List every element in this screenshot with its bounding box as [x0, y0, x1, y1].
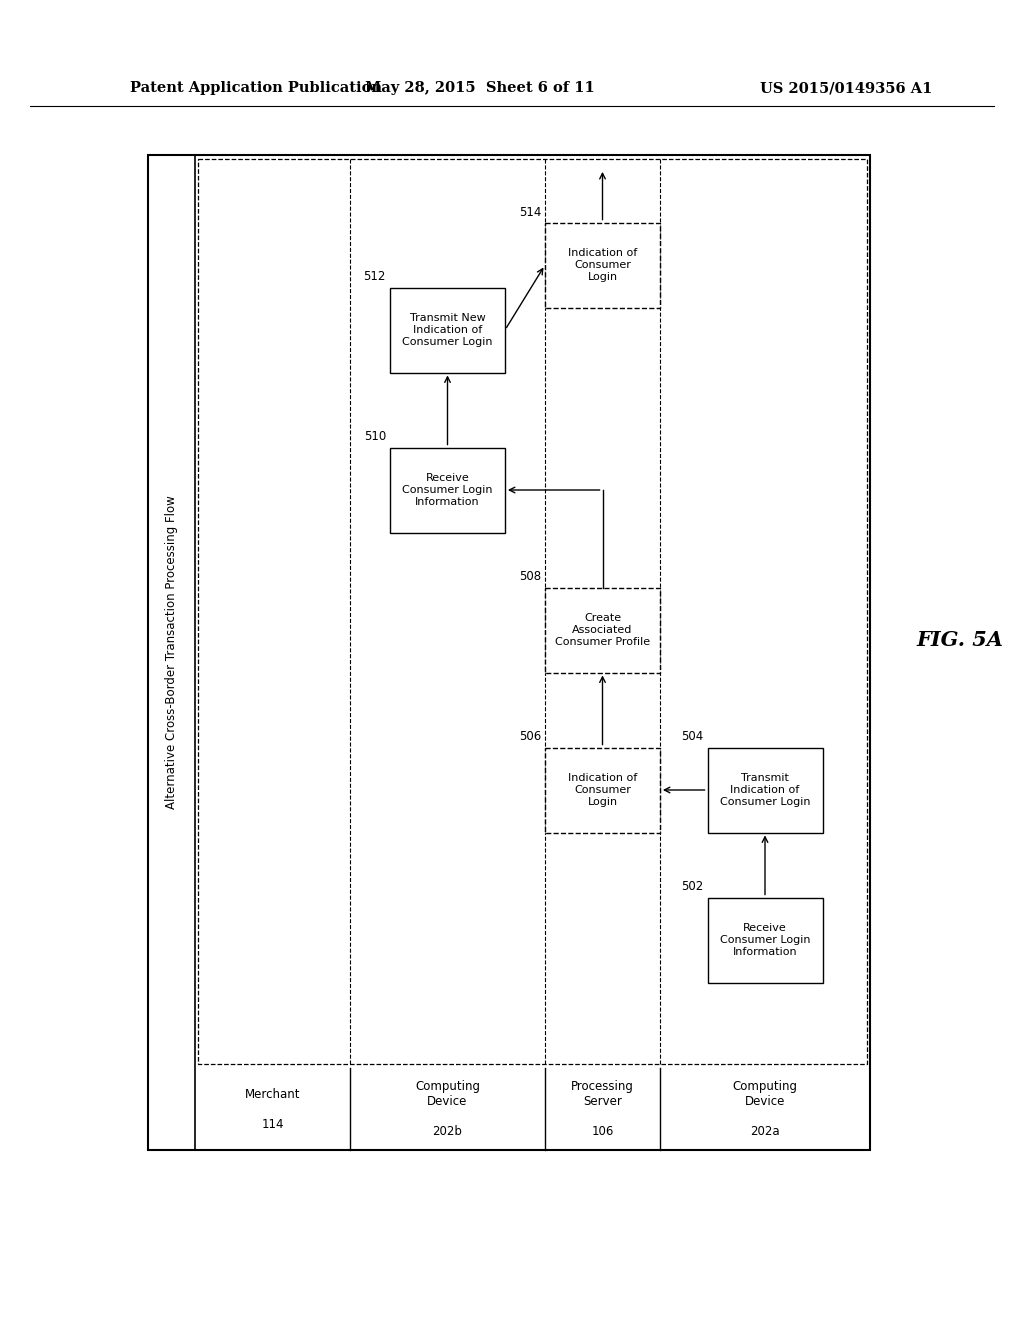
Text: Alternative Cross-Border Transaction Processing Flow: Alternative Cross-Border Transaction Pro… [165, 495, 178, 809]
Text: Indication of
Consumer
Login: Indication of Consumer Login [568, 248, 637, 281]
Text: Patent Application Publication: Patent Application Publication [130, 81, 382, 95]
Text: Computing
Device

202b: Computing Device 202b [415, 1080, 480, 1138]
Text: 512: 512 [364, 271, 386, 284]
Bar [148, 154, 870, 1150]
Text: Create
Associated
Consumer Profile: Create Associated Consumer Profile [555, 614, 650, 647]
Bar [545, 747, 660, 833]
Text: US 2015/0149356 A1: US 2015/0149356 A1 [760, 81, 933, 95]
Text: FIG. 5A: FIG. 5A [916, 630, 1004, 649]
Bar [390, 288, 505, 372]
Text: 502: 502 [681, 880, 703, 894]
Bar [545, 223, 660, 308]
Text: Indication of
Consumer
Login: Indication of Consumer Login [568, 774, 637, 807]
Text: 506: 506 [519, 730, 541, 743]
Text: 504: 504 [681, 730, 703, 743]
Text: Transmit New
Indication of
Consumer Login: Transmit New Indication of Consumer Logi… [402, 313, 493, 347]
Text: 514: 514 [518, 206, 541, 219]
Bar [708, 898, 822, 982]
Text: Computing
Device

202a: Computing Device 202a [732, 1080, 798, 1138]
Text: May 28, 2015  Sheet 6 of 11: May 28, 2015 Sheet 6 of 11 [366, 81, 595, 95]
Text: 510: 510 [364, 430, 386, 444]
Text: 508: 508 [519, 570, 541, 583]
Bar [708, 747, 822, 833]
Text: Processing
Server

106: Processing Server 106 [571, 1080, 634, 1138]
Bar [545, 587, 660, 672]
Text: Merchant

114: Merchant 114 [245, 1088, 300, 1130]
Bar [390, 447, 505, 532]
Text: Receive
Consumer Login
Information: Receive Consumer Login Information [720, 924, 810, 957]
Bar [198, 158, 867, 1064]
Text: Receive
Consumer Login
Information: Receive Consumer Login Information [402, 474, 493, 507]
Text: Transmit
Indication of
Consumer Login: Transmit Indication of Consumer Login [720, 774, 810, 807]
